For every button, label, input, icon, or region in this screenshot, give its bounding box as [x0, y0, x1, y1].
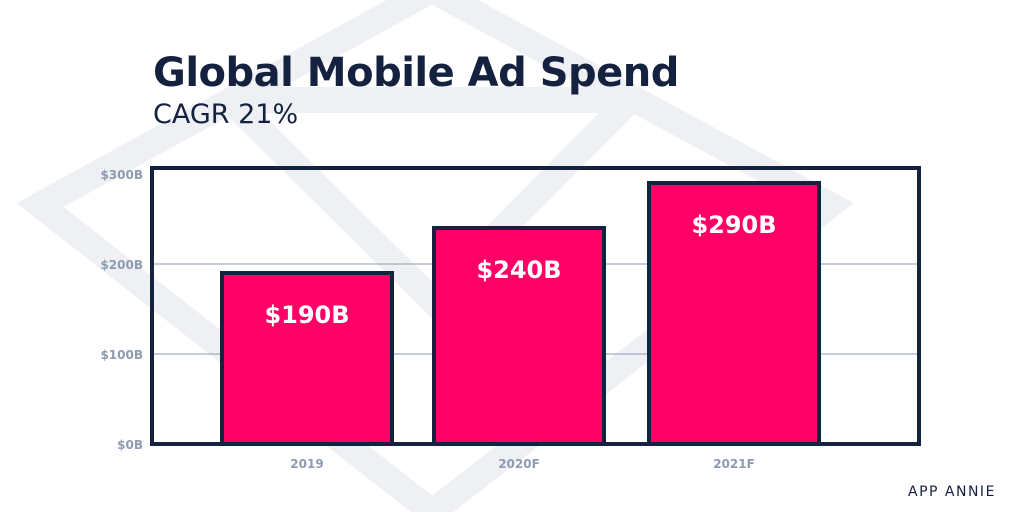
- bar-data-label: $290B: [691, 211, 776, 239]
- bar-data-label: $240B: [476, 256, 561, 284]
- chart-title: Global Mobile Ad Spend: [153, 50, 679, 96]
- y-tick-label: $300B: [100, 168, 143, 182]
- bar: [432, 226, 606, 446]
- bar: [647, 181, 821, 446]
- bar-data-label: $190B: [264, 301, 349, 329]
- brand-logo-text: APP ANNIE: [908, 484, 996, 500]
- x-tick-label: 2019: [290, 457, 323, 471]
- y-tick-label: $0B: [117, 438, 143, 452]
- y-tick-label: $100B: [100, 348, 143, 362]
- x-tick-label: 2020F: [498, 457, 540, 471]
- y-tick-label: $200B: [100, 258, 143, 272]
- x-tick-label: 2021F: [713, 457, 755, 471]
- chart-subtitle: CAGR 21%: [153, 99, 299, 130]
- bar: [220, 271, 394, 446]
